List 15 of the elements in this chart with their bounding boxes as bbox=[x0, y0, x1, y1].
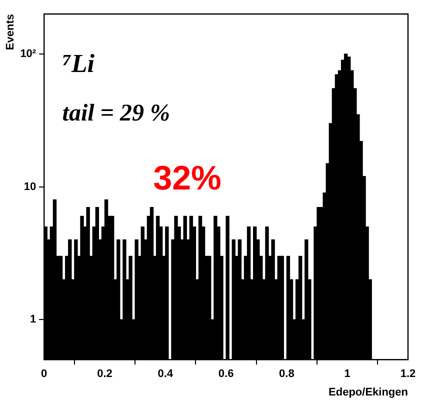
x-tick-label: 0.6 bbox=[218, 368, 234, 380]
x-tick-label: 0.2 bbox=[97, 368, 112, 380]
y-tick-label: 10 bbox=[24, 180, 36, 193]
x-tick-label: 0.4 bbox=[158, 368, 174, 380]
x-tick-label: 1 bbox=[344, 368, 350, 380]
y-tick-label: 10² bbox=[20, 48, 36, 60]
x-tick-label: 1.2 bbox=[400, 368, 416, 380]
annotation: ⁷Li bbox=[62, 49, 96, 78]
x-tick-label: 0 bbox=[41, 368, 48, 380]
x-tick-label: 0.8 bbox=[279, 368, 294, 380]
annotation: 32% bbox=[153, 160, 222, 198]
y-tick-label: 1 bbox=[30, 314, 36, 326]
x-axis-title: Edepo/Ekingen bbox=[328, 386, 408, 398]
annotation: tail = 29 % bbox=[62, 100, 170, 126]
y-axis-title: Events bbox=[4, 14, 17, 50]
